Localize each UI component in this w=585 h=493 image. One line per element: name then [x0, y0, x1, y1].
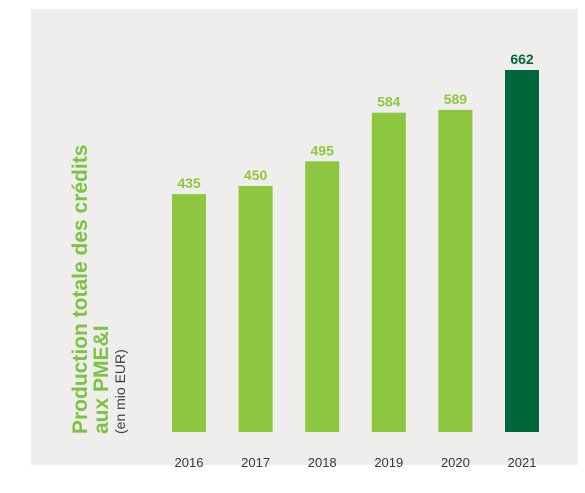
bar-2017: [238, 185, 273, 432]
x-tick-label-2016: 2016: [175, 455, 204, 470]
x-tick-label-2018: 2018: [308, 455, 337, 470]
bar-2020: [438, 109, 473, 432]
x-tick-label-2019: 2019: [374, 455, 403, 470]
bar-2021: [505, 70, 539, 432]
bar-2016: [172, 194, 206, 432]
value-label-2020: 589: [444, 91, 468, 107]
value-label-2019: 584: [377, 94, 401, 110]
x-tick-label-2020: 2020: [441, 455, 470, 470]
value-label-2021: 662: [510, 51, 534, 67]
x-tick-label-2021: 2021: [508, 455, 537, 470]
bar-2018: [305, 161, 340, 432]
bar-2019: [371, 112, 406, 433]
x-tick-label-2017: 2017: [241, 455, 270, 470]
value-label-2017: 450: [244, 167, 268, 183]
value-label-2018: 495: [311, 142, 335, 158]
chart-panel: [31, 9, 578, 465]
value-label-2016: 435: [177, 175, 201, 191]
